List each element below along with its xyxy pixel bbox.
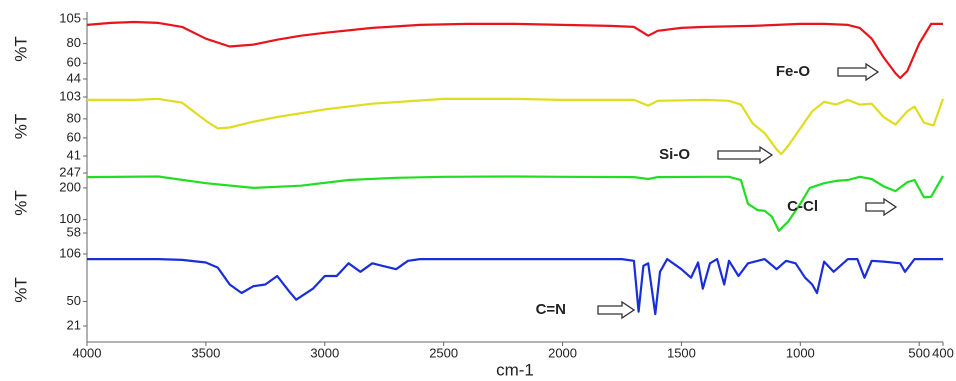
y-axis-label: %T bbox=[11, 36, 30, 62]
spectrum-line bbox=[87, 258, 943, 316]
x-tick-label: 400 bbox=[932, 345, 954, 360]
x-tick-label: 4000 bbox=[73, 345, 102, 360]
y-tick-label: 44 bbox=[67, 70, 81, 85]
y-tick-label: 103 bbox=[59, 88, 81, 103]
y-tick-label: 80 bbox=[67, 110, 81, 125]
y-tick-label: 41 bbox=[67, 147, 81, 162]
y-tick-label: 80 bbox=[67, 35, 81, 50]
annotation: C-Cl bbox=[787, 198, 818, 215]
y-tick-label: 60 bbox=[67, 129, 81, 144]
y-tick-label: 100 bbox=[59, 211, 81, 226]
y-axis-label: %T bbox=[11, 114, 30, 140]
y-tick-label: 200 bbox=[59, 179, 81, 194]
annotation: Fe-O bbox=[776, 63, 811, 80]
arrow bbox=[837, 62, 880, 82]
x-tick-label: 500 bbox=[908, 345, 930, 360]
spectrum-line bbox=[86, 20, 943, 80]
x-tick-label: 1500 bbox=[667, 345, 696, 360]
x-axis-label: cm-1 bbox=[496, 360, 534, 379]
x-tick-label: 1000 bbox=[786, 345, 815, 360]
spectrum-line bbox=[87, 97, 945, 156]
spectrum-line bbox=[86, 175, 944, 232]
arrow bbox=[597, 300, 636, 320]
y-axis-label: %T bbox=[11, 277, 30, 303]
y-tick-label: 50 bbox=[67, 293, 81, 308]
y-tick-label: 247 bbox=[59, 164, 81, 179]
y-tick-label: 60 bbox=[67, 55, 81, 70]
x-tick-label: 3500 bbox=[191, 345, 220, 360]
y-axis-label: %T bbox=[11, 190, 30, 216]
y-tick-label: 105 bbox=[59, 10, 81, 25]
annotation: Si-O bbox=[659, 146, 690, 163]
y-tick-label: 21 bbox=[67, 317, 81, 332]
y-tick-label: 58 bbox=[67, 224, 81, 239]
x-tick-label: 3000 bbox=[310, 345, 339, 360]
y-tick-label: 106 bbox=[59, 245, 81, 260]
annotation: C=N bbox=[536, 301, 566, 318]
x-tick-label: 2000 bbox=[548, 345, 577, 360]
arrow bbox=[865, 197, 898, 217]
x-tick-label: 2500 bbox=[429, 345, 458, 360]
arrow bbox=[717, 145, 774, 165]
